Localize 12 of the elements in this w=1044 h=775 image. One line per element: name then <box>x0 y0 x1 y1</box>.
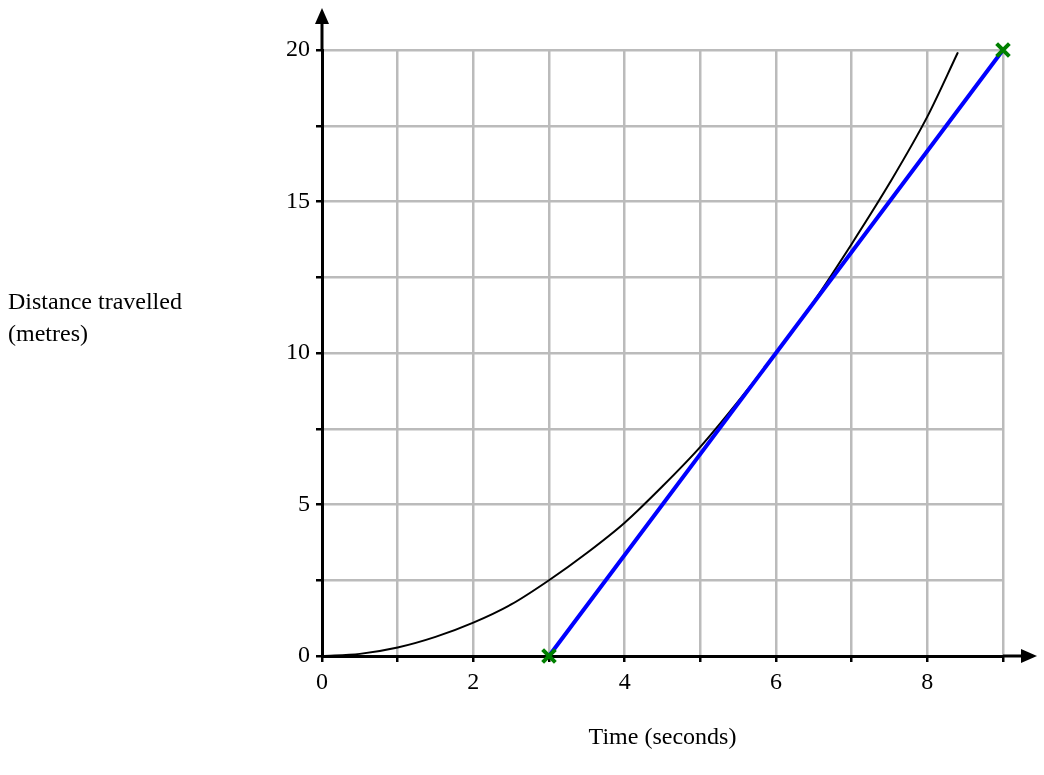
x-tick-label: 0 <box>316 667 328 694</box>
y-tick-label: 20 <box>286 35 310 62</box>
x-axis-title: Time (seconds) <box>588 722 737 749</box>
x-tick-label: 2 <box>467 667 480 694</box>
y-tick-label: 15 <box>286 186 310 213</box>
x-tick-label: 4 <box>618 667 631 694</box>
y-axis-title: Distance travelled (metres) <box>8 287 183 348</box>
x-tick-label: 6 <box>770 667 782 694</box>
y-tick-label: 10 <box>286 338 310 365</box>
y-tick-label: 0 <box>298 641 310 668</box>
y-tick-label: 5 <box>298 489 310 516</box>
x-tick-label: 8 <box>921 667 934 694</box>
